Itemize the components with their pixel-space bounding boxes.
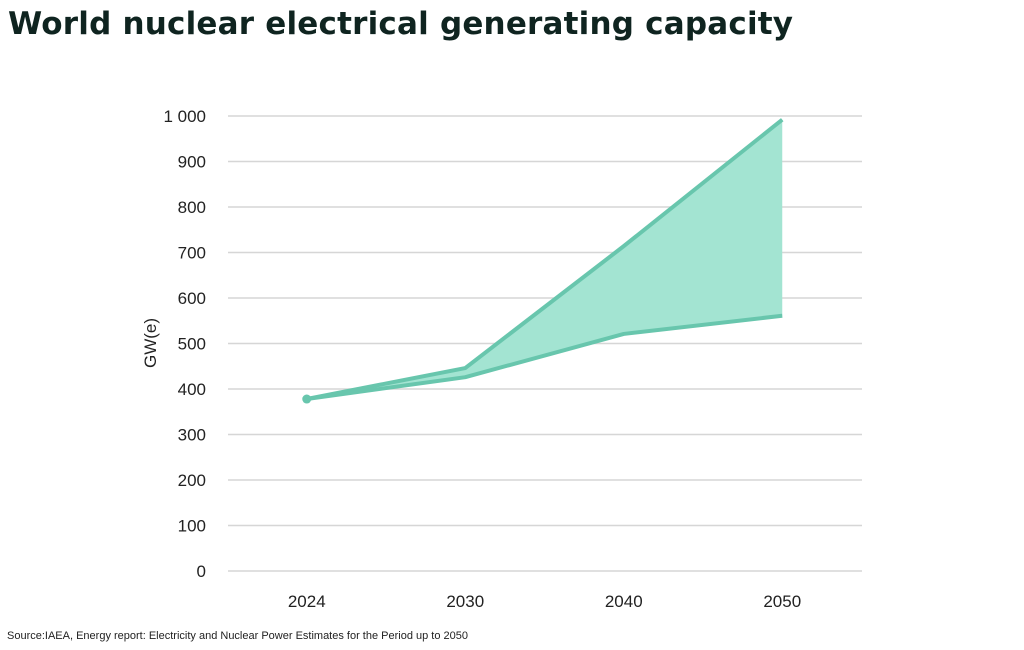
x-tick-label: 2024 xyxy=(288,592,326,611)
y-tick-label: 1 000 xyxy=(163,107,206,126)
y-tick-label: 100 xyxy=(178,517,206,536)
x-tick-label: 2050 xyxy=(763,592,801,611)
y-tick-label: 600 xyxy=(178,289,206,308)
lower-series-line xyxy=(306,313,783,401)
source-note: Source:IAEA, Energy report: Electricity … xyxy=(7,630,469,642)
y-tick-label: 700 xyxy=(178,244,206,263)
start-point-marker xyxy=(302,394,312,404)
y-tick-label: 800 xyxy=(178,198,206,217)
y-tick-label: 500 xyxy=(178,335,206,354)
upper-series-line xyxy=(306,118,784,401)
y-axis-label: GW(e) xyxy=(141,318,160,368)
y-tick-label: 900 xyxy=(178,153,206,172)
y-tick-label: 300 xyxy=(178,426,206,445)
y-tick-label: 400 xyxy=(178,380,206,399)
y-tick-label: 0 xyxy=(197,562,206,581)
x-tick-label: 2030 xyxy=(446,592,484,611)
y-tick-label: 200 xyxy=(178,471,206,490)
x-tick-label: 2040 xyxy=(605,592,643,611)
chart-title: World nuclear electrical generating capa… xyxy=(8,6,794,42)
